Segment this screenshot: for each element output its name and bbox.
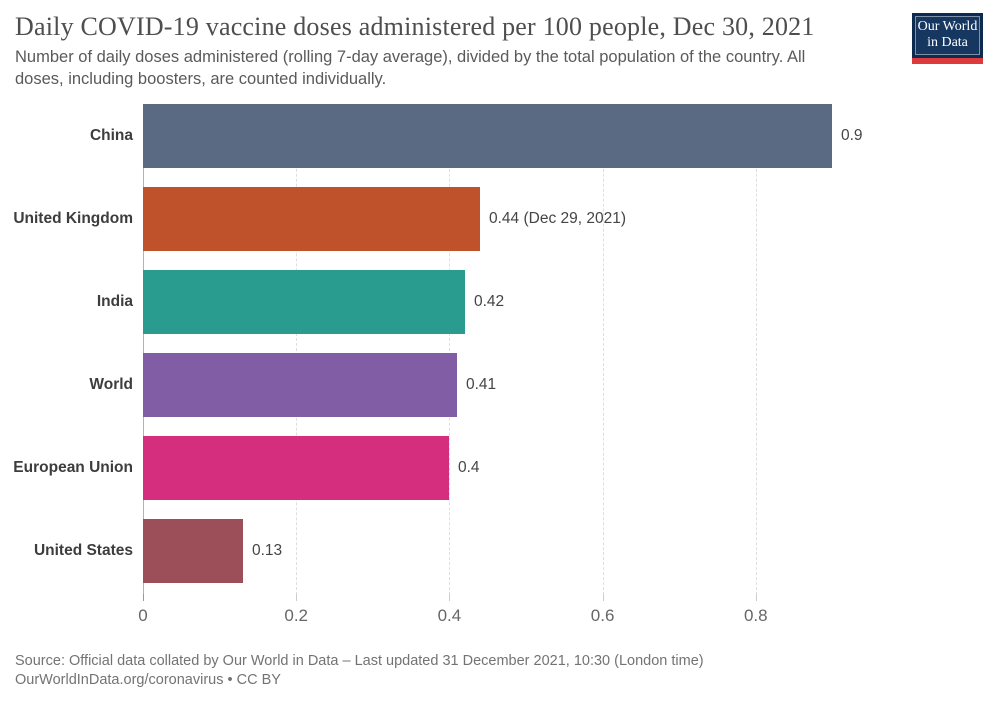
bar-value-world: 0.41 [466, 376, 497, 393]
owid-logo: Our World in Data [912, 13, 983, 64]
x-axis-tick [143, 594, 144, 601]
x-axis-tick-label: 0.6 [590, 606, 615, 625]
license-line: OurWorldInData.org/coronavirus • CC BY [15, 672, 281, 688]
owid-logo-line1: Our World [917, 19, 978, 34]
bar-china[interactable] [143, 104, 832, 168]
bar-world[interactable] [143, 353, 457, 417]
gridline [602, 104, 604, 600]
bar-label-united-states: United States [33, 542, 133, 559]
bar-united-states[interactable] [143, 519, 243, 583]
bar-label-european-union: European Union [13, 459, 133, 476]
chart-subtitle-line2: doses, including boosters, are counted i… [15, 69, 387, 88]
y-axis-line [143, 104, 144, 600]
x-axis-tick-label: 0.2 [284, 606, 308, 625]
gridline [449, 104, 451, 600]
chart-subtitle: Number of daily doses administered (roll… [15, 47, 805, 90]
owid-logo-line2: in Data [927, 35, 968, 50]
bar-value-european-union: 0.4 [458, 459, 480, 476]
bar-india[interactable] [143, 270, 465, 334]
x-axis-tick [449, 594, 451, 601]
x-axis-tick [296, 594, 298, 601]
bar-value-united-kingdom: 0.44 (Dec 29, 2021) [489, 210, 627, 227]
bar-value-united-states: 0.13 [252, 542, 283, 559]
bar-label-world: World [89, 376, 133, 393]
bar-label-india: India [96, 293, 133, 310]
page-title: Daily COVID-19 vaccine doses administere… [15, 12, 815, 41]
chart-subtitle-line1: Number of daily doses administered (roll… [15, 48, 806, 66]
owid-logo-box: Our World in Data [912, 13, 983, 58]
gridline [296, 104, 298, 600]
x-axis-tick [755, 594, 757, 601]
gridline [755, 104, 757, 600]
chart-footer: Source: Official data collated by Our Wo… [15, 652, 704, 690]
owid-logo-redbar [912, 58, 983, 64]
bar-value-india: 0.42 [474, 293, 505, 310]
bar-european-union[interactable] [143, 436, 449, 500]
bar-value-china: 0.9 [841, 127, 863, 144]
x-axis-tick-label: 0 [138, 606, 148, 625]
bar-label-united-kingdom: United Kingdom [13, 210, 133, 227]
x-axis-tick [602, 594, 604, 601]
source-line: Source: Official data collated by Our Wo… [15, 653, 704, 669]
x-axis-tick-label: 0.8 [743, 606, 768, 625]
bar-label-china: China [89, 127, 133, 144]
bar-united-kingdom[interactable] [143, 187, 480, 251]
x-axis-tick-label: 0.4 [437, 606, 462, 625]
